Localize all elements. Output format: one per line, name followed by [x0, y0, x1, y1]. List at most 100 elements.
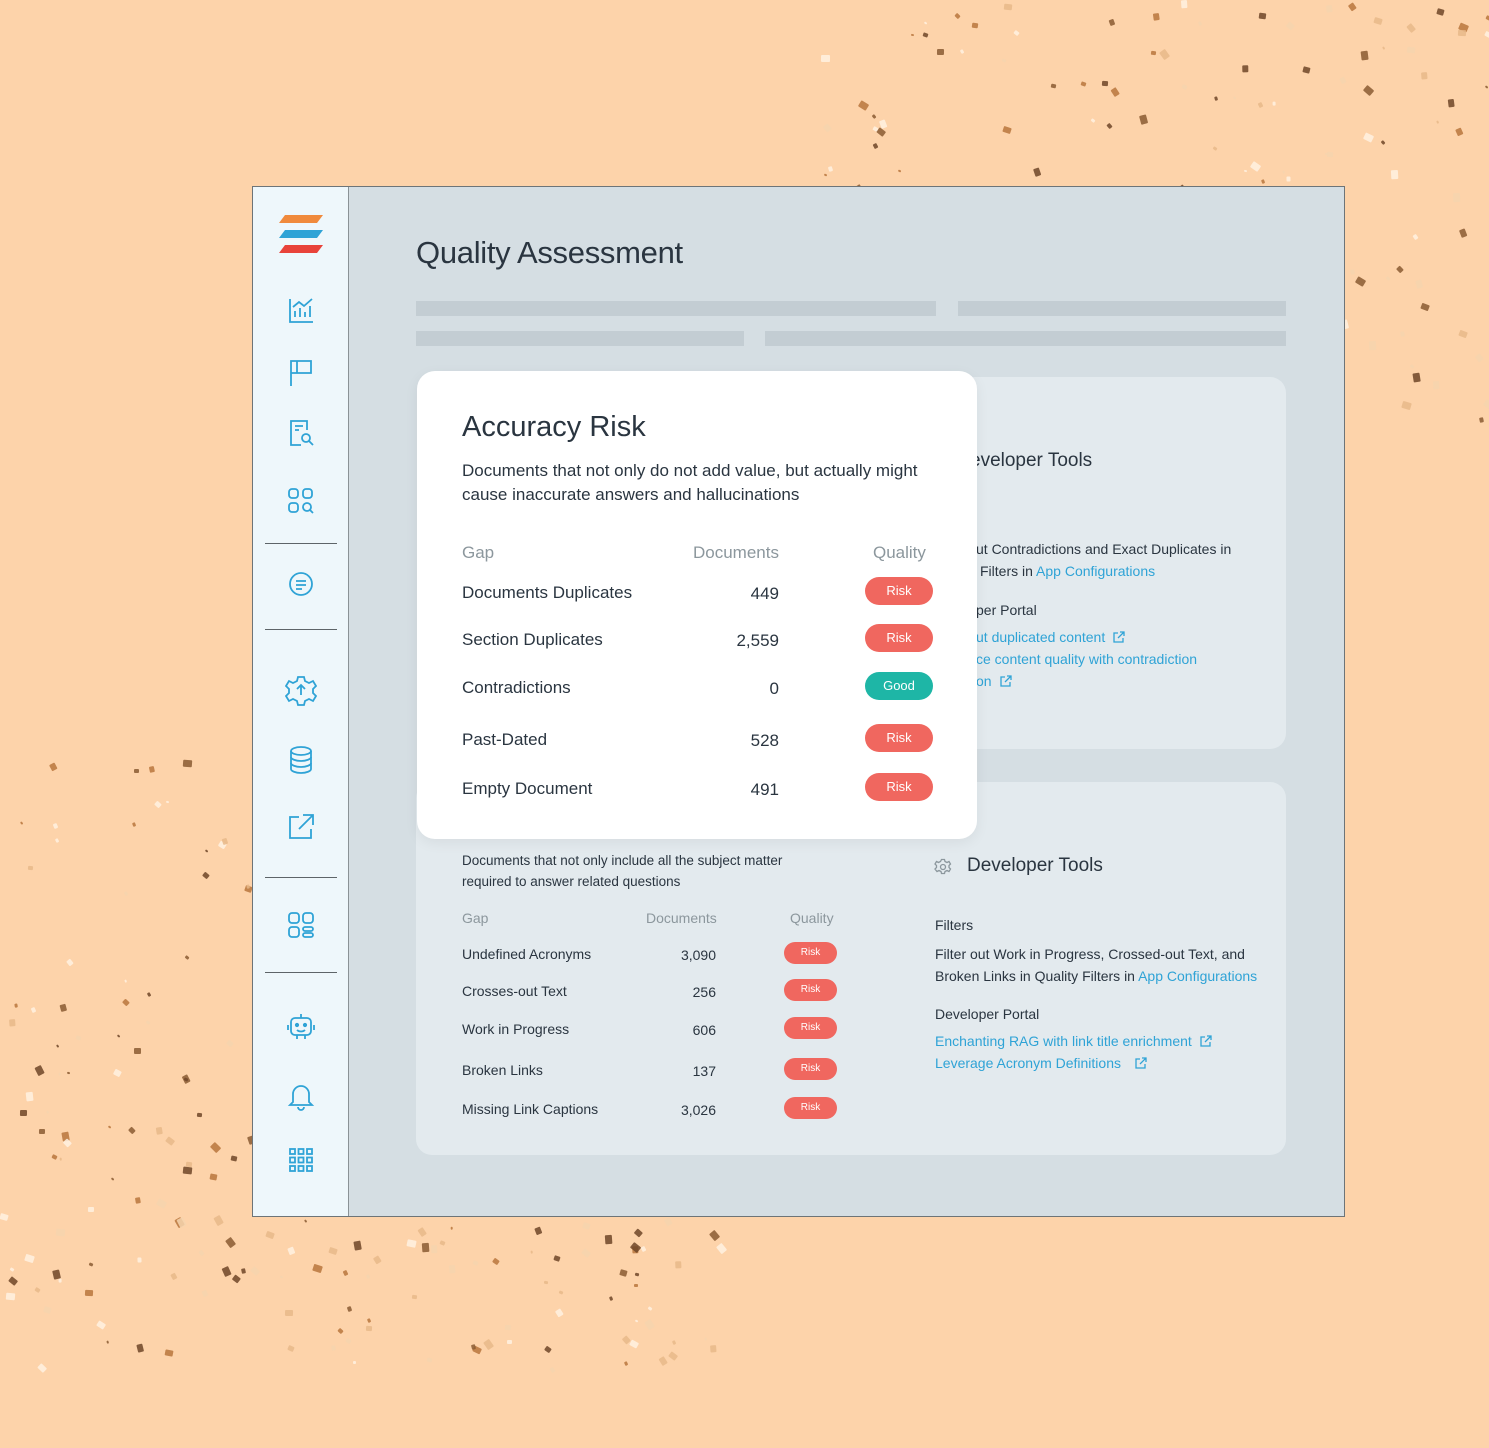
confetti-piece: [549, 1366, 556, 1374]
confetti-piece: [88, 1206, 95, 1212]
portal-link-2[interactable]: ce content quality with contradiction: [976, 651, 1198, 667]
confetti-piece: [75, 1035, 82, 1041]
document-count: 2,559: [736, 631, 779, 650]
confetti-piece: [373, 1255, 382, 1264]
dashboard-icon[interactable]: [285, 909, 317, 941]
confetti-piece: [220, 1265, 232, 1278]
robot-icon[interactable]: [285, 1010, 317, 1042]
confetti-piece: [492, 1258, 500, 1266]
document-count: 3,090: [680, 947, 716, 963]
confetti-piece: [1159, 49, 1171, 61]
confetti-piece: [224, 1236, 236, 1249]
confetti-piece: [1257, 101, 1264, 108]
app-window: Quality Assessment eveloper Tools ut Con…: [252, 186, 1345, 1217]
portal-link-1[interactable]: Enchanting RAG with link title enrichmen…: [935, 1030, 1212, 1052]
confetti-piece: [619, 1268, 628, 1277]
column-header-quality: Quality: [790, 910, 834, 926]
external-link-icon[interactable]: [285, 811, 317, 843]
confetti-piece: [897, 169, 902, 173]
confetti-piece: [221, 838, 228, 846]
app-configurations-link[interactable]: App Configurations: [1036, 563, 1156, 579]
confetti-piece: [365, 1273, 371, 1279]
confetti-piece: [287, 1344, 295, 1352]
confetti-piece: [647, 1306, 653, 1312]
confetti-piece: [822, 122, 832, 132]
confetti-piece: [345, 1337, 353, 1345]
confetti-piece: [1457, 30, 1467, 38]
confetti-piece: [406, 1239, 418, 1249]
completeness-description: Documents that not only include all the …: [462, 853, 783, 889]
filters-label: Filters: [935, 917, 974, 933]
app-configurations-link[interactable]: App Configurations: [1138, 968, 1258, 984]
flag-icon[interactable]: [285, 357, 317, 389]
portal-link-3[interactable]: on: [976, 670, 1012, 692]
confetti-piece: [279, 1274, 283, 1279]
confetti-piece: [123, 979, 127, 984]
confetti-piece: [133, 1047, 141, 1054]
filter-text-line1: Filter out Work in Progress, Crossed-out…: [935, 946, 1245, 962]
confetti-piece: [1286, 21, 1295, 30]
confetti-piece: [352, 1361, 356, 1364]
grid-search-icon[interactable]: [285, 485, 317, 517]
confetti-piece: [1109, 86, 1120, 98]
confetti-piece: [1455, 127, 1464, 136]
confetti-piece: [365, 1326, 373, 1332]
confetti-piece: [24, 1091, 34, 1102]
confetti-piece: [1458, 329, 1468, 339]
confetti-piece: [1409, 364, 1415, 370]
confetti-piece: [164, 1136, 176, 1146]
confetti-piece: [634, 1272, 640, 1277]
confetti-piece: [959, 48, 965, 54]
confetti-piece: [43, 1306, 52, 1314]
confetti-piece: [155, 1127, 163, 1136]
settings-gear-icon[interactable]: [284, 674, 318, 706]
confetti-piece: [634, 1319, 639, 1324]
bell-icon[interactable]: [285, 1080, 317, 1112]
database-icon[interactable]: [285, 744, 317, 776]
confetti-piece: [106, 1340, 110, 1344]
confetti-piece: [249, 1265, 260, 1277]
confetti-piece: [65, 958, 74, 967]
portal-link-2[interactable]: Leverage Acronym Definitions: [935, 1052, 1147, 1074]
document-count: 528: [750, 731, 779, 750]
confetti-piece: [232, 1274, 242, 1284]
confetti-piece: [1382, 46, 1386, 50]
confetti-piece: [1286, 176, 1291, 182]
confetti-piece: [640, 1246, 647, 1253]
app-logo[interactable]: [279, 215, 323, 255]
gap-label: Documents Duplicates: [462, 583, 633, 602]
portal-link-1[interactable]: ut duplicated content: [976, 626, 1125, 648]
confetti-piece: [937, 49, 945, 55]
confetti-piece: [644, 1318, 656, 1331]
confetti-piece: [1391, 170, 1399, 180]
document-count: 0: [769, 679, 779, 698]
confetti-piece: [1013, 29, 1020, 36]
confetti-piece: [58, 1158, 62, 1162]
external-link-icon: [1200, 1035, 1212, 1047]
developer-tools-title: Developer Tools: [967, 855, 1103, 876]
skeleton-bar: [958, 301, 1286, 316]
confetti-piece: [1197, 21, 1202, 27]
confetti-piece: [113, 1068, 123, 1077]
confetti-piece: [483, 1338, 495, 1351]
confetti-piece: [1180, 0, 1188, 9]
confetti-piece: [170, 1272, 178, 1281]
confetti-piece: [411, 1294, 418, 1300]
confetti-piece: [52, 1269, 62, 1280]
portal-link-text: ut duplicated content: [976, 629, 1106, 645]
quality-badge: Risk: [865, 577, 933, 605]
apps-grid-icon[interactable]: [285, 1144, 317, 1176]
confetti-piece: [107, 1125, 112, 1129]
confetti-piece: [507, 1340, 513, 1345]
confetti-piece: [1281, 170, 1286, 174]
analytics-icon[interactable]: [285, 295, 317, 327]
sidebar-divider: [265, 877, 337, 878]
confetti-piece: [828, 165, 834, 172]
confetti-piece: [304, 1219, 308, 1224]
confetti-piece: [1271, 101, 1276, 106]
document-count: 449: [750, 584, 779, 603]
confetti-piece: [1421, 71, 1428, 80]
chat-icon[interactable]: [285, 568, 317, 600]
document-search-icon[interactable]: [285, 417, 317, 449]
sidebar-divider: [265, 629, 337, 630]
